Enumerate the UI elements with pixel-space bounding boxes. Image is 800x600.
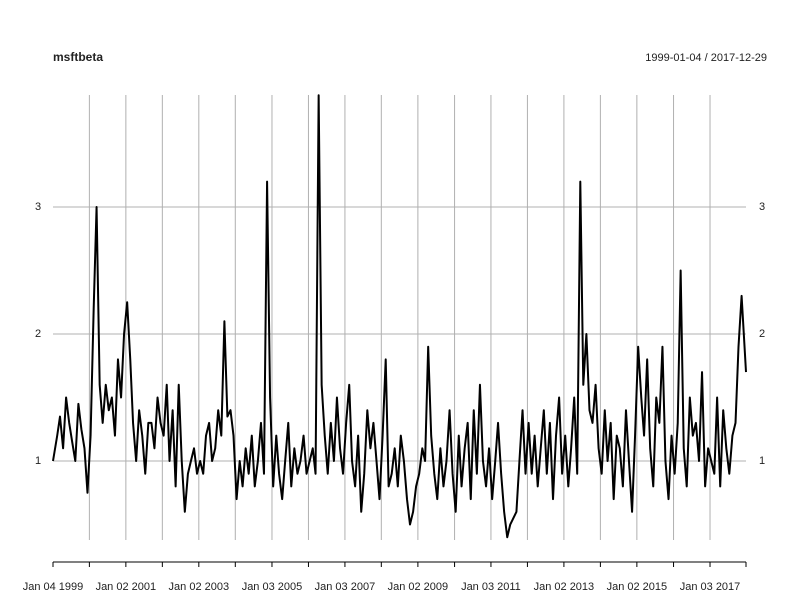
x-tick-label: Jan 02 2009 [388,581,449,593]
y-tick-label: 2 [35,328,41,340]
x-tick-label: Jan 02 2013 [534,581,595,593]
x-tick-label: Jan 03 2007 [315,581,376,593]
y-tick-label-right: 1 [759,455,765,467]
y-tick-label: 1 [35,455,41,467]
y-tick-label-right: 2 [759,328,765,340]
x-tick-label: Jan 03 2005 [242,581,303,593]
date-range: 1999-01-04 / 2017-12-29 [645,52,767,64]
x-tick-label: Jan 02 2015 [607,581,668,593]
x-tick-label: Jan 03 2011 [461,581,521,593]
x-tick-label: Jan 02 2001 [96,581,157,593]
x-tick-label: Jan 03 2017 [680,581,741,593]
y-tick-label: 3 [35,201,41,213]
x-tick-label: Jan 02 2003 [169,581,230,593]
chart-title: msftbeta [53,50,103,64]
y-tick-label-right: 3 [759,201,765,213]
series-line [52,94,747,539]
x-tick-label: Jan 04 1999 [23,581,84,593]
